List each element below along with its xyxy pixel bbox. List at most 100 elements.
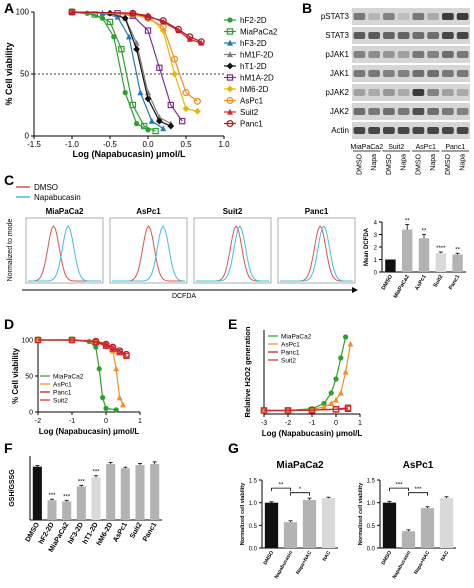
blot-row-label: STAT3 bbox=[325, 31, 349, 40]
legend-label: hM6-2D bbox=[240, 85, 269, 94]
significance-bracket bbox=[408, 492, 428, 496]
blot-row-label: Actin bbox=[331, 126, 349, 135]
x-axis-label: Log (Napabucasin) μmol/L bbox=[262, 429, 363, 438]
panel-b-western-blot: pSTAT3 STAT3 pJAK1 JAK1 pJAK2 JAK2 Actin MiaPaC… bbox=[321, 8, 470, 175]
y-tick-label: 100 bbox=[21, 338, 33, 345]
blot-band bbox=[397, 51, 410, 58]
category-label: Panc1 bbox=[448, 274, 461, 291]
significance-bracket bbox=[290, 492, 310, 496]
blot-band bbox=[368, 89, 380, 96]
data-point-Suit2 bbox=[34, 336, 42, 344]
y-tick-label: 100 bbox=[16, 8, 30, 17]
blot-strip-STAT3 bbox=[352, 27, 470, 44]
data-point-AsPc1 bbox=[342, 368, 349, 375]
y-tick-label: 0.0 bbox=[367, 547, 376, 553]
y-axis-label: GSH/GSSG bbox=[9, 469, 16, 507]
data-point-Panc1 bbox=[68, 8, 76, 16]
x-tick-label: 1.0 bbox=[218, 140, 230, 149]
category-label: Suit2 bbox=[433, 274, 445, 289]
data-point-MiaPaCa2 bbox=[129, 101, 136, 109]
blot-band bbox=[397, 13, 410, 20]
data-point-MiaPaCa2 bbox=[328, 390, 334, 396]
legend-label: MiaPaCa2 bbox=[53, 374, 84, 381]
data-point-hT1-2D bbox=[167, 122, 175, 130]
blot-band bbox=[383, 51, 395, 58]
series-line-hF3-2D bbox=[71, 11, 164, 130]
blot-group-label: AsPc1 bbox=[416, 144, 436, 151]
legend-marker-hM6-2D bbox=[226, 85, 234, 93]
significance-label: * bbox=[299, 487, 302, 493]
y-axis-label: Relative H2O2 generation bbox=[243, 326, 252, 417]
significance-label: *** bbox=[414, 487, 422, 493]
bar-hT1-2D bbox=[91, 477, 101, 520]
y-tick-label: 1.0 bbox=[367, 501, 376, 507]
y-tick-label: 0 bbox=[25, 132, 30, 141]
legend-marker-AsPc1 bbox=[226, 96, 234, 105]
x-axis-arrowhead bbox=[352, 287, 358, 293]
blot-band bbox=[353, 51, 366, 58]
data-point-MiaPaCa2 bbox=[343, 334, 349, 340]
category-label: AsPc1 bbox=[112, 521, 129, 543]
data-point-hF3-2D bbox=[126, 33, 132, 40]
significance-label: *** bbox=[63, 494, 71, 500]
category-label: DMSO bbox=[381, 550, 394, 566]
data-point-Panc1 bbox=[129, 9, 137, 17]
data-point-AsPc1 bbox=[120, 401, 126, 408]
data-point-hM6-2D bbox=[182, 105, 190, 113]
y-tick-label: 3 bbox=[374, 233, 378, 239]
blot-band bbox=[353, 127, 366, 134]
blot-band bbox=[353, 13, 366, 20]
histogram-title: MiaPaCa2 bbox=[46, 207, 84, 216]
blot-band bbox=[383, 89, 395, 96]
data-point-Suit2 bbox=[92, 338, 99, 346]
data-point-Suit2 bbox=[109, 345, 116, 352]
blot-band bbox=[412, 13, 425, 20]
x-tick-label: -1 bbox=[69, 418, 75, 425]
legend-label: AsPc1 bbox=[281, 342, 300, 349]
data-point-MiaPaCa2 bbox=[103, 405, 109, 411]
x-axis-label: Log (Napabucasin) μmol/L bbox=[39, 427, 140, 436]
legend-label: AsPc1 bbox=[53, 382, 72, 389]
blot-band bbox=[442, 32, 454, 39]
data-point-AsPc1 bbox=[321, 403, 327, 410]
bar-Napa+NAC bbox=[302, 499, 317, 548]
blot-band bbox=[427, 70, 439, 77]
data-point-AsPc1 bbox=[171, 55, 179, 63]
blot-lane-label: Napa bbox=[371, 154, 378, 171]
histogram-curve-Napabucasin bbox=[28, 225, 101, 282]
bar-Napabucasin bbox=[283, 522, 298, 548]
blot-strip-pJAK2 bbox=[352, 84, 470, 101]
blot-band bbox=[456, 89, 469, 96]
significance-label: **** bbox=[436, 246, 446, 252]
legend-label: hF3-2D bbox=[240, 39, 267, 48]
data-point-AsPc1 bbox=[328, 400, 335, 407]
panel-label-a: A bbox=[4, 0, 15, 16]
blot-lane-label: DMSO bbox=[445, 153, 452, 175]
panel-label-c: C bbox=[4, 172, 15, 188]
legend-marker-hF3-2D bbox=[227, 39, 233, 46]
data-point-hF3-2D bbox=[148, 117, 155, 124]
blot-band bbox=[442, 108, 454, 115]
blot-lane-label: DMSO bbox=[356, 153, 363, 175]
series-line-MiaPaCa2 bbox=[71, 11, 156, 132]
panel-d-line-chart: -2 -1 0 1 0 50 100 Log (Napabucasin) μmol/L % Ce… bbox=[11, 336, 142, 436]
data-point-MiaPaCa2 bbox=[106, 18, 114, 26]
y-tick-label: 1.5 bbox=[249, 479, 258, 485]
bar-AsPc1 bbox=[120, 468, 130, 520]
blot-band bbox=[412, 108, 425, 115]
data-point-hM1A-2D bbox=[156, 64, 163, 71]
legend-label: Panc1 bbox=[240, 120, 263, 129]
series-line-Suit2 bbox=[38, 339, 127, 357]
blot-band bbox=[412, 51, 425, 58]
data-point-hT1-2D bbox=[133, 45, 140, 53]
significance-bracket bbox=[271, 487, 291, 492]
x-tick-label: 0.0 bbox=[142, 140, 154, 149]
blot-band bbox=[397, 32, 410, 39]
blot-band bbox=[456, 51, 469, 58]
blot-band bbox=[397, 89, 410, 96]
legend-label: Panc1 bbox=[281, 350, 300, 357]
chart-title: MiaPaCa2 bbox=[276, 460, 324, 471]
data-point-MiaPaCa2 bbox=[321, 400, 327, 407]
blot-band bbox=[427, 13, 439, 20]
